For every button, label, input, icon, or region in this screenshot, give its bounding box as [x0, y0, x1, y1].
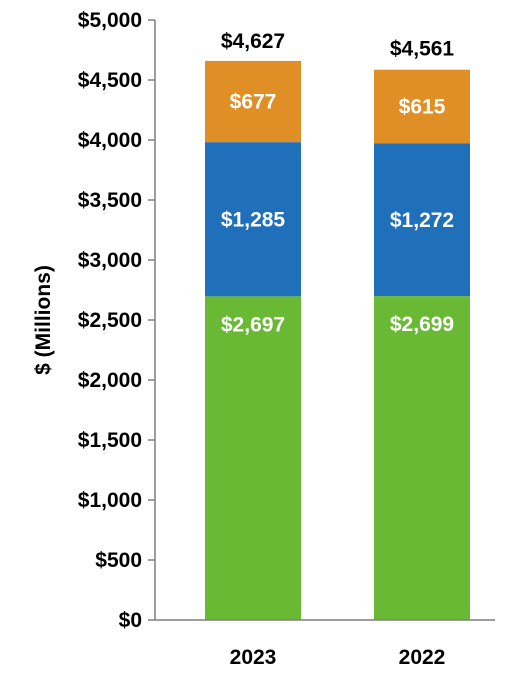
- bar-segment: [205, 296, 301, 620]
- bar-segment: [374, 69, 470, 144]
- y-tick-label: $0: [119, 609, 142, 632]
- y-tick-label: $3,000: [78, 249, 142, 272]
- y-tick-label: $500: [95, 549, 142, 572]
- segment-data-label: $2,699: [390, 313, 454, 336]
- y-tick-label: $1,500: [78, 429, 142, 452]
- x-tick-label: 2023: [230, 646, 277, 669]
- bar-segment: [374, 143, 470, 297]
- y-tick-label: $1,000: [78, 489, 142, 512]
- y-tick-label: $4,500: [78, 69, 142, 92]
- y-tick-label: $5,000: [78, 9, 142, 32]
- segment-data-label: $615: [399, 96, 446, 119]
- bar-segment: [205, 60, 301, 143]
- bars: $2,697 $1,285 $677 $4,627 $2,699 $1,272 $615 $4…: [205, 30, 470, 620]
- y-axis-label: $ (Millions): [32, 265, 55, 375]
- x-tick-label: 2022: [399, 646, 446, 669]
- bar-segment: [205, 142, 301, 297]
- y-tick-label: $2,000: [78, 369, 142, 392]
- segment-data-label: $1,272: [390, 209, 454, 232]
- segment-data-label: $2,697: [221, 313, 285, 336]
- x-axis: 2023 2022: [155, 619, 495, 669]
- y-axis: $0 $500 $1,000 $1,500 $2,000 $2,500 $3,000 $3,5…: [78, 9, 156, 632]
- bar-segment: [374, 296, 470, 620]
- segment-data-label: $1,285: [221, 208, 286, 231]
- y-tick-label: $4,000: [78, 129, 142, 152]
- segment-data-label: $677: [230, 91, 277, 114]
- y-tick-label: $3,500: [78, 189, 142, 212]
- y-tick-label: $2,500: [78, 309, 142, 332]
- total-data-label: $4,627: [221, 30, 285, 53]
- total-data-label: $4,561: [390, 38, 455, 61]
